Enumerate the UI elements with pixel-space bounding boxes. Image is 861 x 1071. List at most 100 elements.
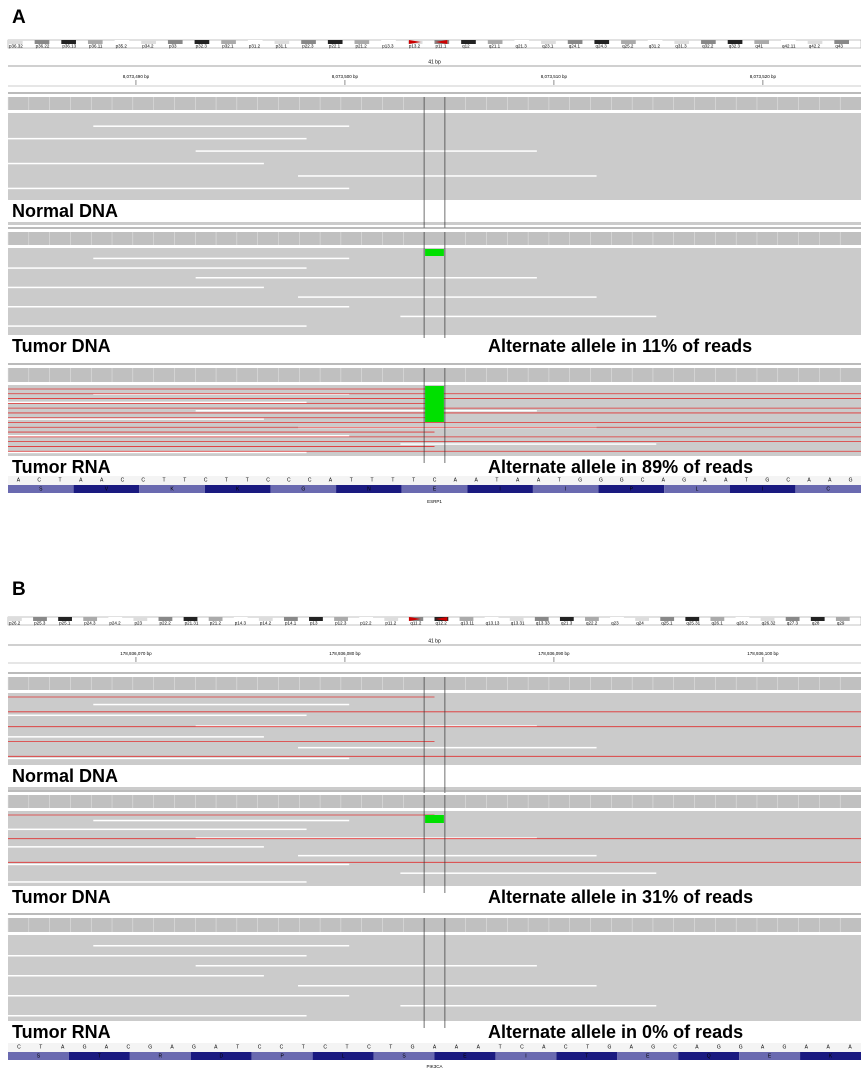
band-label: p14.3 bbox=[235, 621, 247, 626]
read-gap bbox=[8, 758, 349, 760]
band-label: p25.1 bbox=[59, 621, 71, 626]
alt-allele bbox=[425, 386, 444, 422]
base: T bbox=[389, 1044, 392, 1050]
read-gap bbox=[8, 864, 349, 866]
position-label: 178,936,100 bp bbox=[747, 651, 779, 656]
base: T bbox=[246, 477, 249, 483]
base: T bbox=[499, 1044, 502, 1050]
band-label: p22.3 bbox=[302, 44, 314, 49]
coverage bbox=[8, 677, 861, 690]
read-gap bbox=[8, 715, 307, 717]
base: G bbox=[765, 477, 769, 483]
base: T bbox=[183, 477, 186, 483]
read-gap bbox=[400, 316, 656, 318]
read-gap bbox=[8, 306, 349, 308]
track-label: Tumor RNA bbox=[12, 1022, 111, 1042]
base: G bbox=[411, 1044, 415, 1050]
base: G bbox=[608, 1044, 612, 1050]
panel-label: A bbox=[12, 7, 26, 28]
band-label: q32.3 bbox=[729, 44, 741, 49]
base: C bbox=[280, 1044, 284, 1050]
read-gap bbox=[93, 704, 349, 706]
band-label: p22.2 bbox=[160, 621, 172, 626]
base: T bbox=[302, 1044, 305, 1050]
read-gap bbox=[93, 125, 349, 127]
coverage bbox=[8, 918, 861, 932]
read-gap bbox=[298, 985, 597, 987]
track-note: Alternate allele in 0% of reads bbox=[488, 1022, 743, 1042]
read-gap bbox=[8, 418, 264, 420]
band-label: q42.11 bbox=[782, 44, 796, 49]
base: G bbox=[192, 1044, 196, 1050]
base: C bbox=[367, 1044, 371, 1050]
read-gap bbox=[298, 855, 597, 857]
band-label: q31.3 bbox=[675, 44, 687, 49]
base: G bbox=[578, 477, 582, 483]
span-label: 41 bp bbox=[428, 59, 441, 65]
band-label: p36.11 bbox=[89, 44, 103, 49]
band-label: q24.3 bbox=[595, 44, 607, 49]
track-label: Tumor DNA bbox=[12, 336, 111, 356]
track-note: Alternate allele in 31% of reads bbox=[488, 887, 753, 907]
band-label: q32.2 bbox=[702, 44, 714, 49]
band-label: p21.2 bbox=[356, 44, 368, 49]
base: T bbox=[586, 1044, 589, 1050]
band-label: p34.2 bbox=[142, 44, 154, 49]
base: T bbox=[391, 477, 394, 483]
amino-acid: G bbox=[301, 486, 305, 492]
track-label: Tumor RNA bbox=[12, 457, 111, 477]
band-label: p13 bbox=[310, 621, 318, 626]
band-label: q11.2 bbox=[410, 621, 421, 626]
band-label: p36.32 bbox=[9, 44, 23, 49]
label-bg bbox=[8, 765, 861, 787]
panel-label: B bbox=[12, 579, 26, 600]
gene-name: ESRP1 bbox=[427, 499, 442, 504]
band-label: p11.1 bbox=[436, 44, 447, 49]
band-label: p33 bbox=[169, 44, 177, 49]
base: G bbox=[739, 1044, 743, 1050]
read-gap bbox=[8, 452, 307, 454]
read-gap bbox=[298, 296, 597, 298]
coverage bbox=[8, 795, 861, 808]
position-label: 8,073,510 bp bbox=[541, 74, 568, 79]
base: C bbox=[37, 477, 41, 483]
read-gap bbox=[8, 402, 307, 404]
band-label: q24.1 bbox=[569, 44, 581, 49]
band-label: q12.2 bbox=[436, 621, 448, 626]
span-label: 41 bp bbox=[428, 638, 441, 644]
band-label: q26.1 bbox=[711, 621, 723, 626]
read-gap bbox=[93, 820, 349, 822]
read-gap bbox=[8, 995, 349, 997]
base: G bbox=[651, 1044, 655, 1050]
read-gap bbox=[8, 1015, 307, 1017]
base: G bbox=[599, 477, 603, 483]
base: G bbox=[682, 477, 686, 483]
read-gap bbox=[8, 138, 307, 140]
band-label: q25.2 bbox=[622, 44, 634, 49]
base: G bbox=[83, 1044, 87, 1050]
band-label: q21.3 bbox=[515, 44, 527, 49]
band-label: p26.2 bbox=[9, 621, 21, 626]
base: C bbox=[520, 1044, 524, 1050]
band-label: q25.1 bbox=[661, 621, 673, 626]
base: G bbox=[148, 1044, 152, 1050]
band-label: p31.1 bbox=[276, 44, 288, 49]
read-gap bbox=[400, 1005, 656, 1007]
track-label: Tumor DNA bbox=[12, 887, 111, 907]
band-label: p14.2 bbox=[260, 621, 272, 626]
read-gap bbox=[93, 258, 349, 260]
band-label: q42.2 bbox=[809, 44, 821, 49]
gene-name: PIK3CA bbox=[426, 1064, 442, 1069]
band-label: q24 bbox=[636, 621, 644, 626]
track-label: Normal DNA bbox=[12, 766, 118, 786]
base: C bbox=[786, 477, 790, 483]
read-gap bbox=[8, 163, 264, 165]
band-label: q22.2 bbox=[586, 621, 598, 626]
position-label: 178,936,080 bp bbox=[329, 651, 361, 656]
base: G bbox=[717, 1044, 721, 1050]
amino-acid: I bbox=[762, 486, 763, 492]
band-label: q41 bbox=[755, 44, 763, 49]
amino-acid: L bbox=[696, 486, 699, 492]
band-label: q23 bbox=[611, 621, 619, 626]
amino-acid: C bbox=[826, 486, 830, 492]
